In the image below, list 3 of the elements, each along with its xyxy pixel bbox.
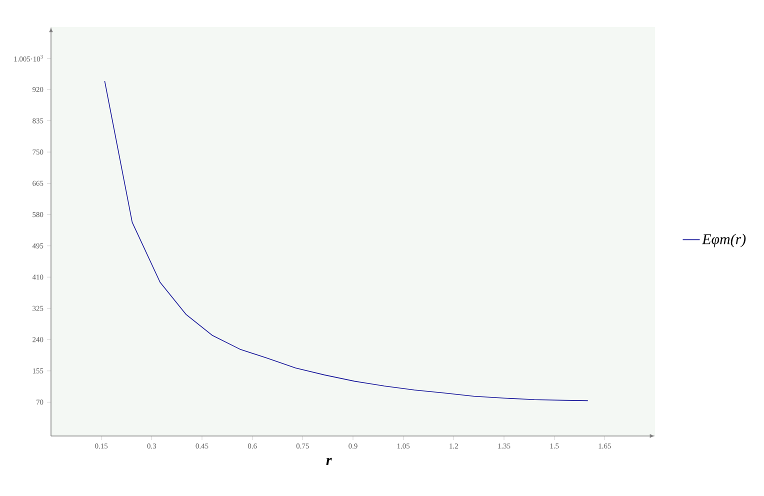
legend-label: Eφm(r) [702,234,746,248]
x-axis-title: r [326,458,332,465]
line-series [104,80,588,402]
